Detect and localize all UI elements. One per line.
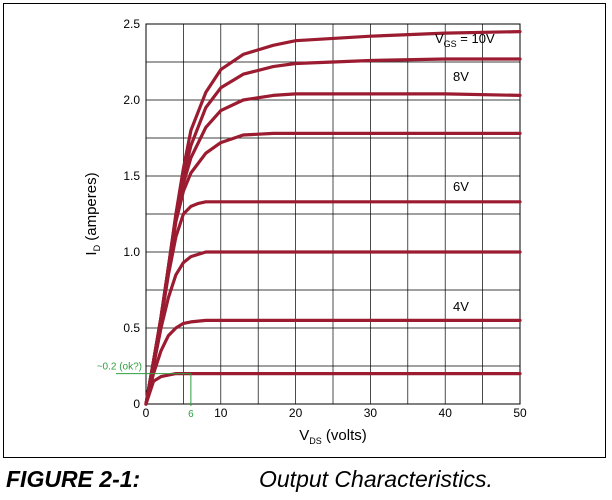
plot-border — [145, 23, 521, 405]
series-label-4: 4V — [453, 299, 469, 314]
y-tick-label: 2.5 — [123, 17, 140, 31]
grid — [145, 23, 521, 405]
y-tick-label: 0.5 — [123, 321, 140, 335]
annotation-label-x: 6 — [188, 409, 194, 420]
annotations: ~0.2 (ok?) 6 — [97, 362, 194, 420]
figure-frame: ~0.2 (ok?) 6 0 10 20 30 40 50 0 0.5 1.0 1.5 2.0 2.5 … — [3, 3, 606, 458]
annotation-label-y: ~0.2 (ok?) — [97, 362, 142, 373]
series-lines — [144, 30, 522, 406]
x-tick-label: 30 — [364, 406, 378, 420]
series-label-3: 6V — [453, 179, 469, 194]
y-axis-title: ID (amperes) — [83, 172, 102, 255]
figure-caption: FIGURE 2-1: Output Characteristics. — [6, 466, 606, 496]
x-tick-label: 40 — [439, 406, 453, 420]
x-axis-title: VDS (volts) — [299, 427, 367, 446]
series-line-8 — [144, 30, 522, 406]
x-tick-label: 10 — [214, 406, 228, 420]
series-label-1: VGS = 10V — [435, 31, 495, 49]
figure-number: FIGURE 2-1: — [6, 466, 141, 492]
figure-title: Output Characteristics. — [259, 466, 493, 492]
series-label-2: 8V — [453, 69, 469, 84]
y-tick-label: 0 — [133, 397, 140, 411]
y-tick-label: 1.0 — [123, 245, 140, 259]
tick-labels: 0 10 20 30 40 50 0 0.5 1.0 1.5 2.0 2.5 — [123, 17, 527, 420]
series-labels: VGS = 10V 8V 6V 4V — [435, 31, 495, 314]
x-tick-label: 20 — [289, 406, 303, 420]
output-characteristics-chart: ~0.2 (ok?)6 0 10 20 30 40 5000.51.01.52.02.5 … — [83, 17, 527, 446]
y-tick-label: 2.0 — [123, 93, 140, 107]
series-line-2 — [144, 318, 522, 406]
x-tick-label: 0 — [143, 406, 150, 420]
x-tick-label: 50 — [513, 406, 527, 420]
axis-titles: VDS (volts) ID (amperes) — [83, 172, 367, 446]
y-tick-label: 1.5 — [123, 169, 140, 183]
